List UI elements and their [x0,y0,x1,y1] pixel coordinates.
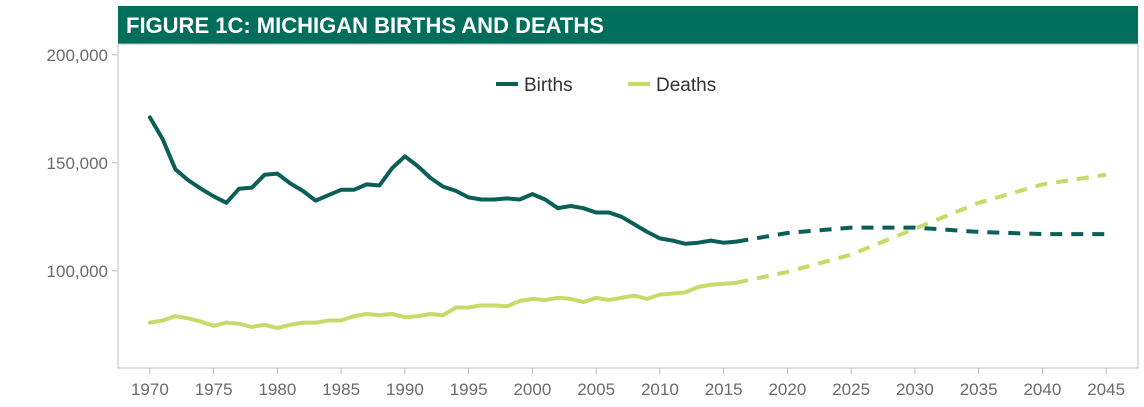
chart-title: FIGURE 1C: MICHIGAN BIRTHS AND DEATHS [126,13,604,38]
title-bar [118,6,1138,44]
x-tick-label: 2020 [768,380,806,399]
x-axis: 1970 1975 1980 1985 1990 1995 2000 2005 2010 2015… [131,368,1125,399]
deaths-projected-line [735,172,1107,285]
births-actual-line [147,115,739,246]
x-tick-label: 1995 [450,380,488,399]
x-tick-label: 2015 [705,380,743,399]
deaths-actual-line [147,280,739,330]
births-legend-label: Births [524,75,573,96]
x-tick-label: 2005 [577,380,615,399]
x-tick-label: 1985 [322,380,360,399]
x-tick-label: 1970 [131,380,169,399]
y-tick-label: 100,000 [47,262,108,281]
x-tick-label: 2010 [641,380,679,399]
x-tick-label: 2000 [513,380,551,399]
deaths-legend-label: Deaths [656,75,716,96]
x-tick-label: 2040 [1023,380,1061,399]
y-tick-label: 150,000 [47,154,108,173]
x-tick-label: 2035 [960,380,998,399]
legend: Births Deaths [496,75,716,96]
x-tick-label: 2025 [832,380,870,399]
x-tick-label: 1990 [386,380,424,399]
y-tick-label: 200,000 [47,46,108,65]
y-axis: 100,000 150,000 200,000 [47,46,118,281]
series-layer [147,115,1107,330]
x-tick-label: 2030 [896,380,934,399]
x-tick-label: 1980 [258,380,296,399]
x-tick-label: 2045 [1087,380,1125,399]
x-tick-label: 1975 [195,380,233,399]
plot-area-border [117,43,1139,369]
births-projected-line [736,225,1107,244]
